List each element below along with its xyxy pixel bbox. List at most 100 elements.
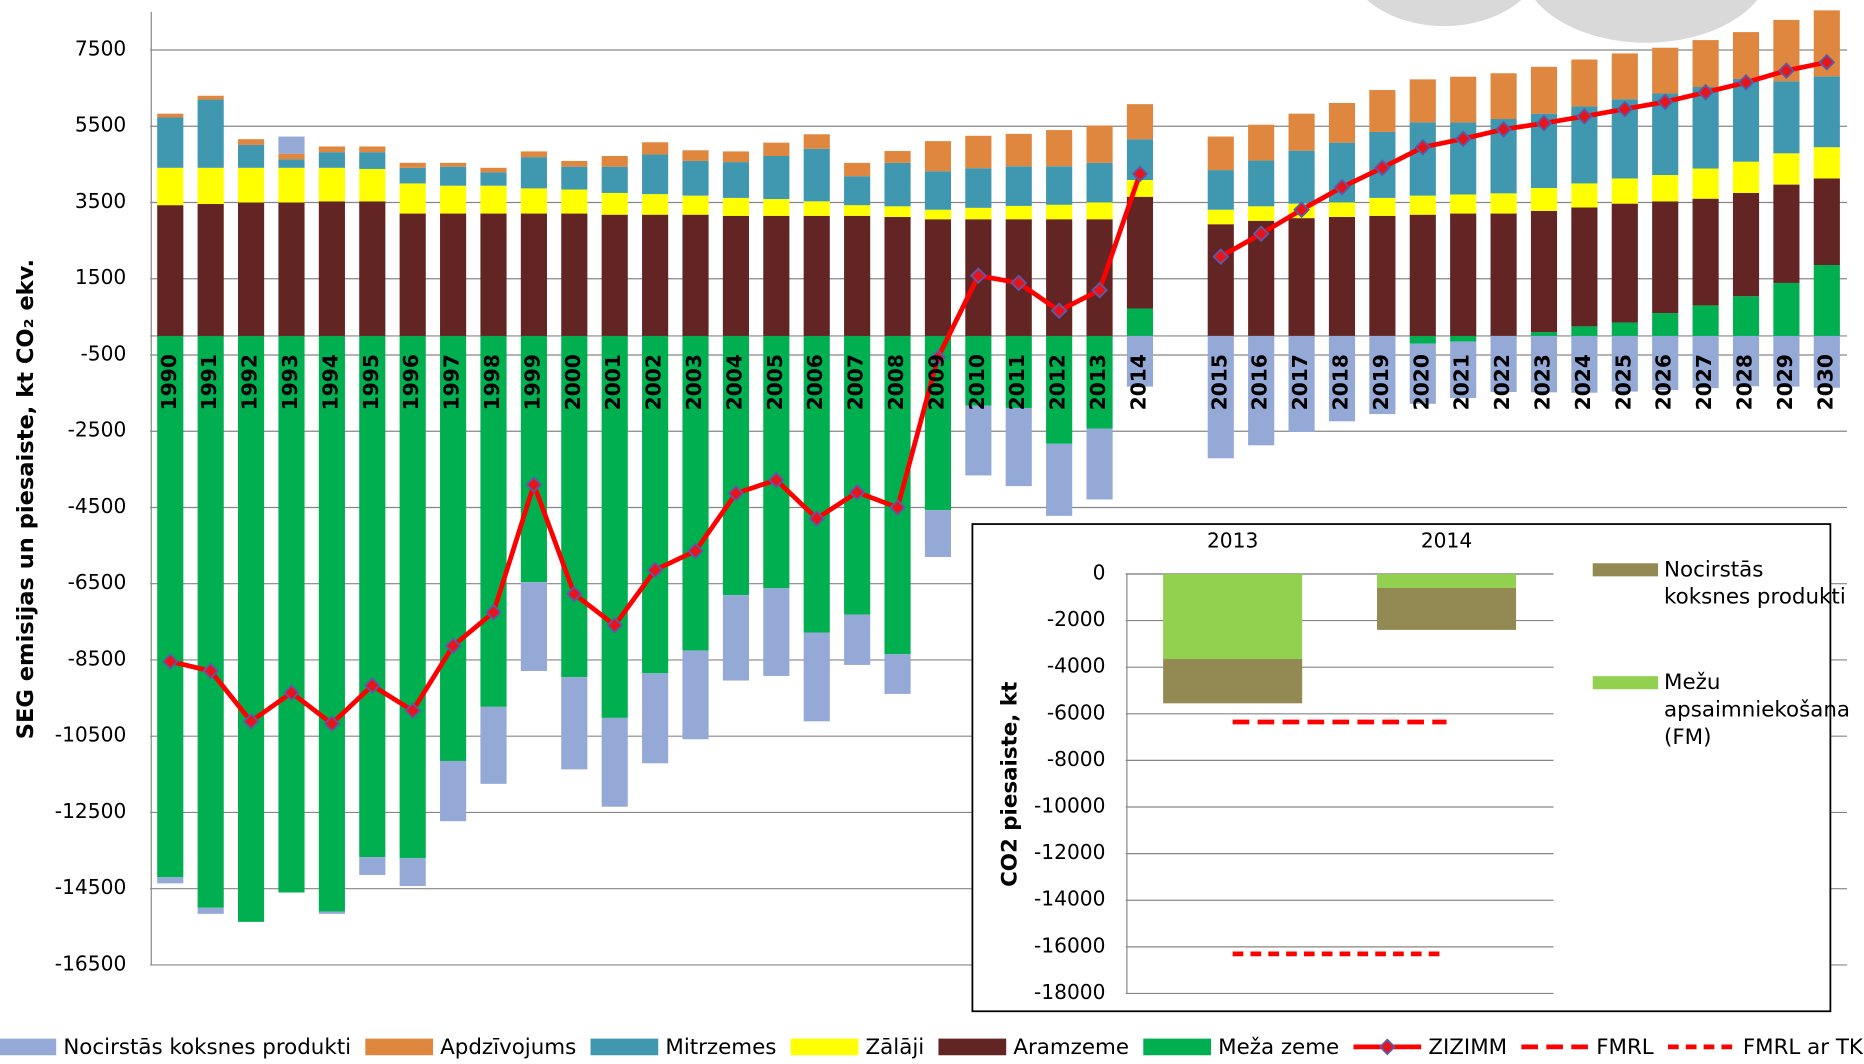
bar-segment <box>804 633 830 722</box>
legend-swatch <box>1593 676 1658 689</box>
x-tick-label: 1992 <box>238 354 262 410</box>
bar-segment <box>157 117 183 167</box>
bar-segment <box>925 141 951 171</box>
legend-swatch <box>0 1039 56 1056</box>
x-tick-label: 1997 <box>440 354 464 410</box>
bar-segment <box>1450 336 1476 342</box>
bar-segment <box>1491 214 1517 336</box>
bar-segment <box>1612 178 1638 203</box>
bar-segment <box>1046 444 1072 516</box>
bar-segment <box>884 654 910 694</box>
x-tick-label: 2006 <box>803 354 827 410</box>
bar-segment <box>1773 185 1799 283</box>
bar-segment <box>1163 574 1302 659</box>
legend-swatch <box>1593 563 1658 576</box>
bar-segment <box>925 219 951 336</box>
bar-segment <box>1046 166 1072 205</box>
x-tick-label: 2022 <box>1490 354 1514 410</box>
x-tick-label: 1994 <box>318 354 342 410</box>
x-tick-label: 1998 <box>480 354 504 410</box>
bar-segment <box>1531 188 1557 211</box>
page: SEG emisijas un piesaiste, kt CO₂ ekv. -… <box>0 0 1864 1064</box>
bar-segment <box>1006 166 1032 206</box>
bar-segment <box>602 167 628 193</box>
bar-segment <box>480 186 506 214</box>
bar-segment <box>1814 178 1840 265</box>
y-tick-label: -8000 <box>1047 747 1106 771</box>
bar-segment <box>521 151 547 157</box>
bar-segment <box>1814 265 1840 336</box>
bar-segment <box>1571 207 1597 326</box>
bar-segment <box>198 336 224 908</box>
bar-segment <box>1571 60 1597 107</box>
bar-segment <box>238 336 264 922</box>
bar-segment <box>1329 202 1355 216</box>
bar-segment <box>278 202 304 335</box>
y-tick-label: 5500 <box>75 113 126 137</box>
x-tick-label: 2012 <box>1046 354 1070 410</box>
legend-label: Mitrzemes <box>665 1035 776 1060</box>
bar-segment <box>1289 151 1315 204</box>
bar-segment <box>1410 122 1436 195</box>
bar-segment <box>925 510 951 557</box>
y-tick-label: -500 <box>80 341 126 365</box>
y-tick-label: -14000 <box>1034 887 1106 911</box>
bar-segment <box>1612 204 1638 323</box>
bar-segment <box>1410 336 1436 344</box>
y-tick-label: 7500 <box>75 37 126 61</box>
bar-segment <box>400 183 426 213</box>
bar-segment <box>844 205 870 216</box>
bar-segment <box>1369 90 1395 132</box>
bar-segment <box>1086 125 1112 162</box>
bar-segment <box>278 137 304 154</box>
x-tick-label: 2021 <box>1450 354 1474 410</box>
x-tick-label: 2023 <box>1530 354 1554 410</box>
bar-segment <box>198 204 224 336</box>
bar-segment <box>521 214 547 336</box>
x-tick-label: 2024 <box>1571 354 1595 410</box>
legend-label: Nocirstās koksnes produkti <box>1664 556 1854 611</box>
bar-segment <box>359 201 385 336</box>
y-tick-label: 1500 <box>75 265 126 289</box>
bar-segment <box>440 163 466 167</box>
y-tick-label: -12000 <box>1034 840 1106 864</box>
bar-segment <box>1450 77 1476 123</box>
bar-segment <box>1127 197 1153 309</box>
y-tick-label: -16000 <box>1034 933 1106 957</box>
bar-segment <box>1248 125 1274 161</box>
y-tick-label: -2000 <box>1047 607 1106 631</box>
bar-segment <box>1652 48 1678 94</box>
x-tick-label: 2013 <box>1086 354 1110 410</box>
bar-segment <box>1531 332 1557 336</box>
bar-segment <box>561 190 587 214</box>
bar-segment <box>1086 429 1112 500</box>
bar-segment <box>400 163 426 168</box>
bar-segment <box>1733 32 1759 79</box>
bar-segment <box>642 215 668 336</box>
bar-segment <box>884 217 910 336</box>
x-tick-label: 2005 <box>763 354 787 410</box>
x-tick-label: 2028 <box>1733 354 1757 410</box>
bar-segment <box>1086 163 1112 203</box>
bar-segment <box>1491 193 1517 213</box>
bar-segment <box>642 142 668 154</box>
legend-label: FMRL ar TK <box>1743 1035 1864 1060</box>
bar-segment <box>1410 79 1436 122</box>
bar-segment <box>561 677 587 769</box>
bar-segment <box>1693 199 1719 306</box>
bar-segment <box>1531 67 1557 114</box>
x-tick-label: 2015 <box>1207 354 1231 410</box>
bar-segment <box>440 186 466 214</box>
y-tick-label: -4500 <box>68 494 127 518</box>
x-tick-label: 1990 <box>157 354 181 410</box>
bar-segment <box>965 168 991 208</box>
bar-segment <box>844 615 870 665</box>
bar-segment <box>1612 323 1638 336</box>
bar-segment <box>319 912 345 914</box>
bar-segment <box>440 214 466 336</box>
y-tick-label: -16500 <box>55 951 127 975</box>
bar-segment <box>1127 104 1153 139</box>
bar-segment <box>198 908 224 914</box>
bar-segment <box>359 169 385 201</box>
x-tick-label: 2029 <box>1773 354 1797 410</box>
